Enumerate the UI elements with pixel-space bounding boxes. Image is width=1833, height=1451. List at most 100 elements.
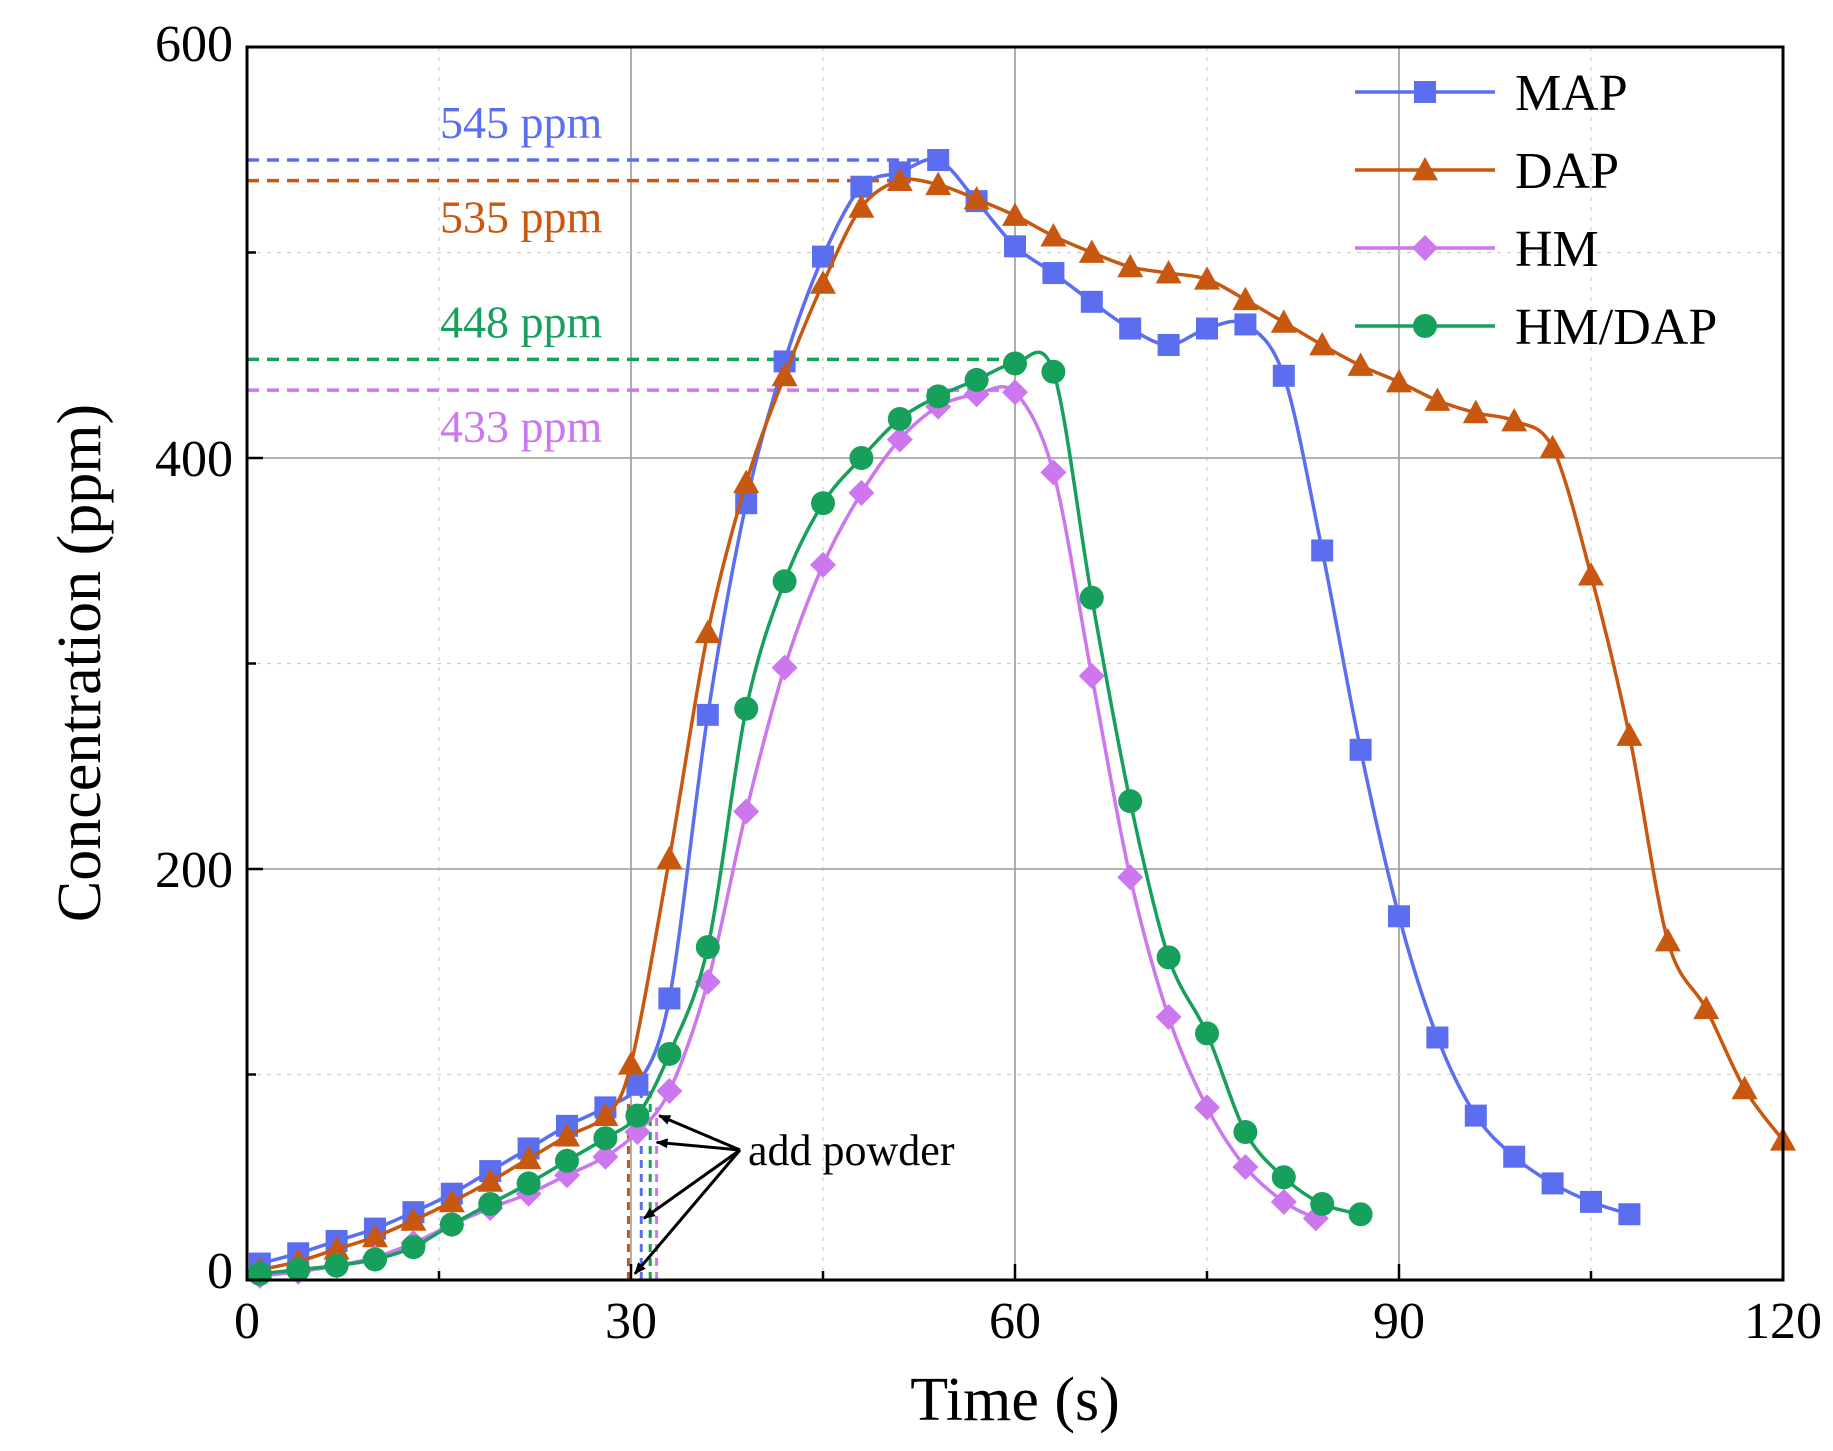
data-point-map (1080, 290, 1103, 313)
data-point-dap (656, 845, 683, 870)
data-point-dap (1194, 266, 1220, 290)
data-point-hm-dap (247, 1261, 272, 1286)
data-point-dap (848, 194, 875, 218)
data-point-hm-dap (286, 1257, 311, 1282)
data-point-hm-dap (1348, 1202, 1373, 1227)
data-point-hm-dap (772, 569, 797, 594)
data-point-hm-dap (1195, 1021, 1219, 1046)
data-point-dap (438, 1188, 465, 1213)
data-point-hm-dap (734, 696, 759, 721)
legend-item-dap: DAP (1355, 143, 1619, 200)
peak-label-hm-dap: 448 ppm (440, 296, 603, 347)
data-point-hm-dap (401, 1235, 426, 1260)
data-point-hm (733, 798, 760, 825)
data-point-map (1311, 539, 1334, 562)
data-point-hm (1040, 459, 1067, 486)
data-point-hm (1155, 1003, 1182, 1030)
peak-label-dap: 535 ppm (440, 192, 603, 243)
data-point-dap (362, 1223, 388, 1248)
data-point-hm (810, 551, 836, 578)
data-point-hm-dap (1271, 1165, 1296, 1190)
y-tick-label: 200 (155, 842, 233, 899)
legend-item-hm: HM (1355, 221, 1599, 278)
data-point-dap (592, 1102, 619, 1126)
data-point-map (927, 149, 950, 172)
legend-label: HM/DAP (1515, 299, 1717, 356)
data-point-dap (1117, 253, 1144, 278)
data-point-dap (1002, 202, 1028, 226)
data-point-dap (1078, 239, 1105, 263)
data-point-dap (1270, 309, 1297, 333)
data-point-hm-dap (555, 1148, 579, 1173)
data-point-dap (694, 619, 721, 644)
data-point-dap (1654, 927, 1681, 952)
legend-marker-hm (1412, 235, 1438, 261)
data-point-hm (656, 1077, 683, 1104)
data-point-hm-dap (439, 1212, 464, 1237)
data-point-hm-dap (516, 1171, 541, 1196)
data-point-dap (477, 1168, 504, 1192)
data-point-dap (733, 469, 760, 494)
data-point-hm-dap (478, 1191, 503, 1216)
data-point-map (1004, 235, 1026, 258)
data-point-map (1541, 1172, 1564, 1195)
legend-marker-dap (1412, 157, 1438, 181)
legend-marker-hm-dap (1413, 314, 1437, 338)
series-group (246, 149, 1796, 1289)
data-point-hm-dap (1310, 1191, 1335, 1216)
data-point-map (1388, 905, 1410, 928)
data-point-hm-dap (964, 367, 989, 392)
powder-arrow (658, 1114, 741, 1152)
data-point-dap (1462, 399, 1489, 424)
data-point-map (1119, 317, 1142, 340)
y-axis-title: Concentration (ppm) (46, 404, 114, 922)
x-axis-title: Time (s) (910, 1366, 1120, 1434)
powder-arrow (633, 1149, 742, 1275)
data-point-map (1503, 1145, 1526, 1168)
data-point-map (850, 175, 873, 198)
legend-label: MAP (1515, 65, 1628, 122)
x-tick-label: 90 (1373, 1293, 1425, 1350)
legend-label: DAP (1515, 143, 1619, 200)
axis-ticks (245, 45, 1785, 1282)
data-point-hm-dap (1003, 351, 1027, 376)
x-tick-label: 30 (605, 1293, 657, 1350)
data-point-map (696, 703, 719, 726)
data-point-hm-dap (593, 1126, 618, 1151)
data-point-map (1464, 1104, 1487, 1127)
data-point-map (658, 987, 681, 1010)
legend-item-map: MAP (1355, 65, 1628, 122)
data-point-hm (771, 654, 798, 681)
data-point-dap (1309, 331, 1336, 356)
y-tick-label: 600 (155, 16, 233, 73)
series-line-dap (259, 177, 1785, 1272)
data-point-dap (323, 1236, 350, 1260)
data-point-map (1234, 313, 1257, 336)
legend: MAP DAP HM HM/DAP (1355, 65, 1717, 356)
data-point-dap (1424, 387, 1451, 411)
data-point-dap (886, 167, 913, 191)
data-point-map (1272, 364, 1295, 387)
peak-label-map: 545 ppm (440, 97, 603, 148)
data-point-dap (1693, 995, 1720, 1020)
x-tick-label: 120 (1744, 1293, 1822, 1350)
data-point-hm-dap (887, 406, 912, 431)
data-point-map (1196, 317, 1218, 340)
data-point-hm (1078, 662, 1105, 689)
data-point-hm-dap (926, 384, 951, 409)
data-point-hm-dap (695, 935, 720, 960)
legend-item-hm-dap: HM/DAP (1355, 299, 1717, 356)
powder-annotation-label: add powder (748, 1126, 955, 1175)
data-point-hm-dap (1156, 945, 1181, 970)
data-point-hm-dap (324, 1253, 349, 1278)
data-point-dap (771, 362, 798, 387)
data-point-dap (554, 1123, 580, 1147)
data-point-dap (1040, 223, 1067, 247)
data-point-hm-dap (1041, 359, 1066, 384)
y-tick-label: 400 (155, 431, 233, 488)
data-point-dap (1731, 1075, 1758, 1100)
series-hm-dap (247, 350, 1373, 1286)
legend-label: HM (1515, 221, 1599, 278)
data-point-hm (1002, 379, 1028, 406)
